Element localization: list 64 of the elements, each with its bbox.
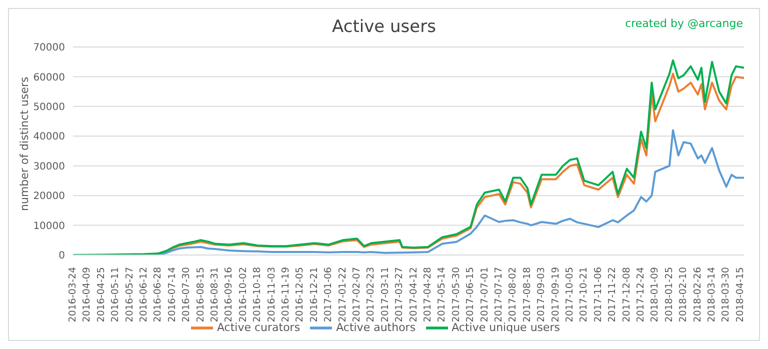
x-tick-label: 2017-11-22 (607, 267, 618, 322)
legend-label: Active authors (336, 321, 416, 334)
y-tick-label: 70000 (33, 42, 65, 54)
x-tick-label: 2017-06-15 (465, 267, 476, 322)
x-tick-label: 2017-03-27 (394, 267, 406, 322)
x-tick-label: 2018-04-15 (734, 267, 746, 322)
y-tick-label: 60000 (33, 72, 65, 84)
x-tick-label: 2016-07-14 (166, 267, 178, 322)
x-tick-label: 2017-12-08 (621, 267, 632, 322)
x-tick-label: 2017-02-23 (366, 267, 377, 322)
x-tick-label: 2017-07-01 (479, 267, 490, 322)
line-series (157, 129, 744, 255)
x-tick-label: 2016-09-16 (224, 267, 235, 322)
x-tick-label: 2017-08-02 (508, 267, 519, 322)
x-tick-label: 2016-04-09 (82, 267, 93, 322)
x-tick-label: 2016-12-05 (294, 267, 306, 322)
x-tick-label: 2016-07-30 (181, 267, 192, 322)
y-tick-label: 20000 (33, 191, 65, 202)
x-tick-label: 2016-06-28 (152, 267, 164, 322)
x-tick-label: 2016-11-03 (266, 267, 278, 322)
x-tick-label: 2016-08-15 (195, 267, 206, 322)
x-tick-label: 2018-02-26 (692, 267, 704, 322)
x-tick-label: 2017-08-18 (522, 267, 533, 322)
x-tick-label: 2016-10-02 (238, 267, 249, 322)
x-tick-label: 2017-04-12 (408, 267, 420, 322)
x-tick-label: 2018-03-30 (720, 267, 732, 322)
x-tick-label: 2017-01-06 (323, 267, 334, 322)
x-tick-label: 2018-03-14 (706, 267, 718, 322)
x-tick-label: 2017-10-21 (578, 267, 590, 322)
x-tick-label: 2017-02-07 (352, 267, 363, 322)
x-tick-label: 2018-01-25 (664, 267, 675, 322)
x-tick-label: 2018-01-09 (650, 267, 661, 322)
x-tick-label: 2018-02-10 (678, 267, 690, 322)
x-tick-label: 2017-07-17 (494, 267, 505, 322)
x-tick-label: 2017-01-22 (337, 267, 348, 322)
line-series (73, 59, 744, 255)
x-tick-label: 2017-05-30 (450, 267, 462, 322)
y-tick-label: 10000 (33, 220, 65, 232)
x-tick-label: 2016-04-25 (96, 267, 107, 322)
x-tick-label: 2017-12-24 (636, 267, 647, 322)
y-tick-label: 30000 (33, 161, 65, 172)
x-tick-label: 2016-03-24 (68, 267, 78, 322)
y-tick-label: 0 (58, 250, 65, 262)
y-tick-label: 50000 (33, 102, 65, 113)
chart-title: Active users (332, 17, 436, 37)
x-tick-label: 2017-09-19 (550, 267, 562, 322)
x-tick-label: 2016-10-18 (252, 267, 264, 322)
x-tick-label: 2016-12-21 (308, 267, 320, 322)
text: created by @arcange (625, 17, 743, 30)
x-tick-label: 2017-05-14 (436, 267, 448, 322)
x-tick-label: 2017-03-11 (380, 267, 391, 322)
x-tick-label: 2017-09-03 (536, 267, 548, 322)
x-tick-label: 2017-11-06 (592, 267, 604, 322)
x-tick-label: 2016-08-31 (210, 267, 221, 322)
y-axis-title: number of distinct users (18, 76, 31, 211)
legend-label: Active curators (216, 321, 300, 334)
legend-label: Active unique users (452, 321, 560, 334)
x-tick-label: 2016-11-19 (280, 267, 292, 322)
x-tick-label: 2017-04-28 (422, 267, 434, 322)
x-tick-label: 2016-06-12 (138, 267, 150, 322)
x-tick-label: 2016-05-11 (110, 267, 122, 322)
y-tick-label: 40000 (33, 132, 65, 143)
x-tick-label: 2016-05-27 (124, 267, 136, 322)
x-tick-label: 2017-10-05 (564, 267, 576, 322)
